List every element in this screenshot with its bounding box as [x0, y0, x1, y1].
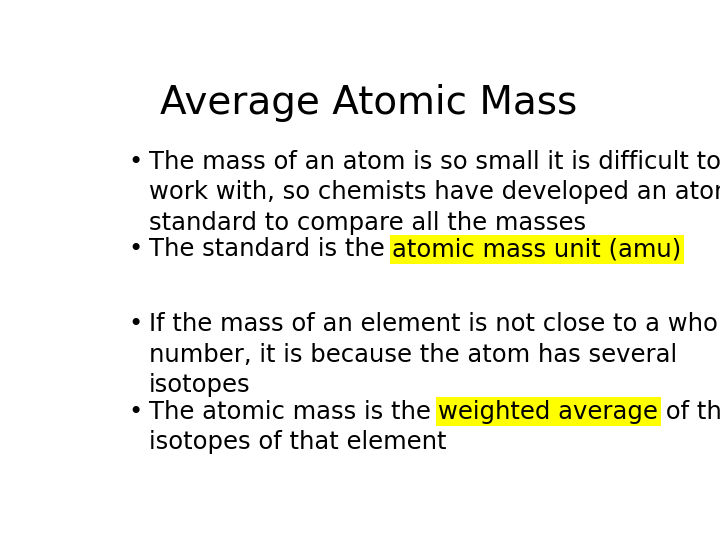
Text: The atomic mass is the: The atomic mass is the — [148, 400, 438, 423]
Text: isotopes of that element: isotopes of that element — [148, 430, 446, 454]
Text: number, it is because the atom has several: number, it is because the atom has sever… — [148, 342, 677, 367]
Text: atomic mass unit (amu): atomic mass unit (amu) — [392, 238, 681, 261]
Text: work with, so chemists have developed an atomic: work with, so chemists have developed an… — [148, 180, 720, 205]
Text: •: • — [128, 312, 142, 336]
Text: of the: of the — [658, 400, 720, 423]
Text: The mass of an atom is so small it is difficult to: The mass of an atom is so small it is di… — [148, 150, 720, 174]
Text: weighted average: weighted average — [438, 400, 658, 423]
Text: •: • — [128, 400, 142, 423]
Text: The standard is the: The standard is the — [148, 238, 392, 261]
Text: Average Atomic Mass: Average Atomic Mass — [161, 84, 577, 122]
Text: standard to compare all the masses: standard to compare all the masses — [148, 211, 585, 235]
Text: •: • — [128, 150, 142, 174]
Text: If the mass of an element is not close to a whole: If the mass of an element is not close t… — [148, 312, 720, 336]
Text: isotopes: isotopes — [148, 373, 251, 397]
Text: •: • — [128, 238, 142, 261]
